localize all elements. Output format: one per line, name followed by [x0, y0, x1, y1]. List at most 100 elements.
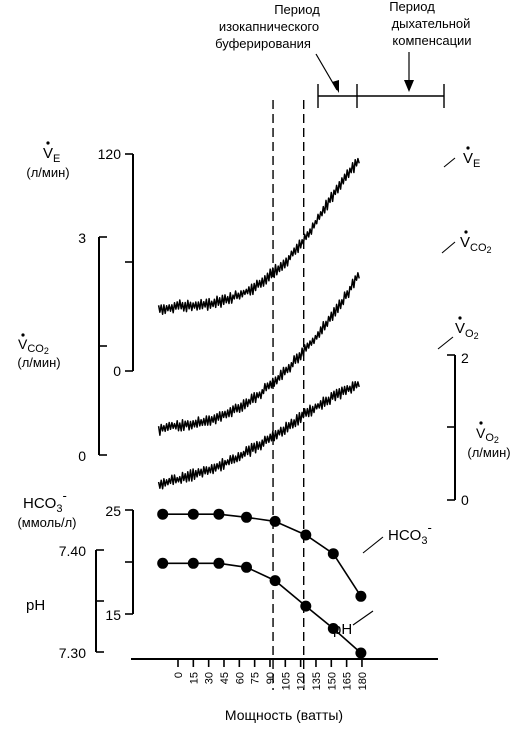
- vo2-series-subsub: 2: [474, 331, 479, 341]
- hco3-axis: 25 15 HCO3- (ммоль/л): [17, 488, 134, 623]
- vco2-axis-dot: [21, 333, 25, 337]
- x-tick-label: 135: [311, 672, 323, 690]
- ve-axis-v: V: [43, 145, 53, 162]
- hco3-axis-sub: 3: [56, 503, 62, 515]
- ve-axis-title: VE (л/мин): [26, 141, 70, 180]
- x-tick-label: 75: [250, 672, 262, 684]
- vo2-series-label: VO2: [437, 316, 479, 350]
- svg-text:VO2: VO2: [476, 425, 499, 445]
- hco3-axis-title: HCO3- (ммоль/л): [17, 488, 76, 530]
- ph-point: [157, 557, 169, 569]
- period-brackets: [315, 52, 445, 108]
- ph-series-text: pH: [333, 621, 352, 638]
- vo2-series-v: V: [455, 320, 465, 337]
- ph-tick-min: 7.30: [59, 645, 86, 661]
- vco2-series-label: VCO2: [441, 230, 492, 255]
- x-tick-label: 45: [219, 672, 231, 684]
- vco2-series-subsub: 2: [487, 245, 492, 255]
- ph-point: [327, 623, 339, 634]
- ph-point: [269, 575, 281, 587]
- x-tick-label: 105: [280, 672, 292, 690]
- ve-series-v: V: [463, 150, 473, 167]
- hco3-point: [213, 508, 225, 520]
- isocapnic-label-line1: Период: [274, 2, 320, 17]
- svg-text:HCO3-: HCO3-: [388, 520, 432, 547]
- vco2-tick-min: 0: [78, 448, 86, 464]
- ve-axis-unit: (л/мин): [26, 165, 69, 180]
- vco2-axis-subsub: 2: [44, 346, 49, 356]
- ve-axis: 120 0 VE (л/мин): [26, 141, 134, 379]
- ve-tick-max: 120: [98, 146, 122, 162]
- vo2-tick-max: 2: [461, 350, 469, 366]
- svg-text:VCO2: VCO2: [460, 234, 492, 255]
- svg-text:VCO2: VCO2: [18, 336, 49, 356]
- hco3-tick-min: 15: [105, 607, 121, 623]
- hco3-point: [187, 508, 199, 520]
- vo2-axis-unit: (л/мин): [467, 445, 510, 460]
- svg-text:VO2: VO2: [455, 320, 479, 341]
- ph-point: [355, 647, 367, 659]
- isocapnic-label-line3: буферирования: [215, 36, 311, 51]
- hco3-axis-unit: (ммоль/л): [17, 515, 76, 530]
- ph-point: [187, 557, 199, 569]
- vco2-axis-v: V: [18, 336, 28, 352]
- compensation-annotation: Период дыхательной компенсации: [389, 0, 471, 48]
- x-tick-label: 30: [204, 672, 216, 684]
- ve-series-label: VE: [443, 146, 480, 170]
- ve-axis-dot: [46, 141, 50, 145]
- vco2-axis-sub: CO: [27, 343, 44, 355]
- svg-text:VE: VE: [43, 145, 60, 165]
- hco3-point: [300, 529, 312, 541]
- ph-axis-title: pH: [26, 597, 45, 614]
- hco3-tick-max: 25: [105, 503, 121, 519]
- x-tick-label: 90: [265, 672, 277, 684]
- x-tick-label: 15: [188, 672, 200, 684]
- ve-tick-min: 0: [113, 363, 121, 379]
- ph-line: [162, 562, 362, 654]
- ph-point: [300, 600, 312, 612]
- ve-series-sub: E: [473, 158, 480, 170]
- hco3-point: [327, 548, 339, 560]
- vo2-trace: [157, 380, 360, 490]
- x-tick-label: 150: [326, 672, 338, 690]
- hco3-axis-sup: -: [62, 488, 66, 503]
- x-axis-title: Мощность (ватты): [225, 707, 343, 723]
- vo2-axis-sub: O: [485, 432, 494, 444]
- x-tick-label: 60: [234, 672, 246, 684]
- vco2-series-v: V: [460, 234, 470, 251]
- hco3-series-label: HCO3-: [362, 520, 432, 554]
- x-tick-label: 180: [357, 672, 369, 690]
- vco2-axis-title: VCO2 (л/мин): [17, 333, 61, 370]
- hco3-series-sub: 3: [421, 535, 427, 547]
- x-axis: 0 15 30 45 60 75 90 105 120 135 150 165 180 Мощность…: [131, 658, 438, 723]
- svg-text:VE: VE: [463, 150, 480, 170]
- hco3-point: [269, 515, 281, 527]
- hco3-point: [355, 590, 367, 602]
- vo2-axis-v: V: [476, 425, 486, 441]
- vco2-trace: [157, 272, 360, 436]
- hco3-point: [241, 511, 252, 523]
- vco2-axis-unit: (л/мин): [17, 355, 60, 370]
- isocapnic-label-line2: изокапнического: [219, 19, 319, 34]
- vo2-tick-min: 0: [461, 492, 469, 508]
- vo2-axis-dot: [479, 421, 483, 425]
- ph-tick-max: 7.40: [59, 543, 86, 559]
- ph-series-label: pH: [333, 610, 374, 638]
- ph-point: [241, 561, 252, 573]
- compensation-label-line3: компенсации: [392, 33, 471, 48]
- svg-text:HCO3-: HCO3-: [23, 488, 67, 515]
- compensation-label-line2: дыхательной: [392, 16, 471, 31]
- compensation-label-line1: Период: [389, 0, 435, 14]
- hco3-series-sup: -: [427, 520, 431, 535]
- ph-axis: 7.40 7.30 pH: [26, 543, 104, 661]
- vco2-tick-max: 3: [78, 230, 86, 246]
- vo2-series-sub: O: [465, 328, 474, 340]
- x-tick-label: 165: [342, 672, 354, 690]
- vo2-axis: 2 0 VO2 (л/мин): [447, 350, 511, 508]
- ve-trace: [157, 157, 360, 316]
- series-layer: [157, 157, 367, 659]
- ve-axis-sub: E: [53, 153, 60, 165]
- vo2-axis-title: VO2 (л/мин): [467, 421, 511, 460]
- hco3-axis-main: HCO: [23, 495, 56, 512]
